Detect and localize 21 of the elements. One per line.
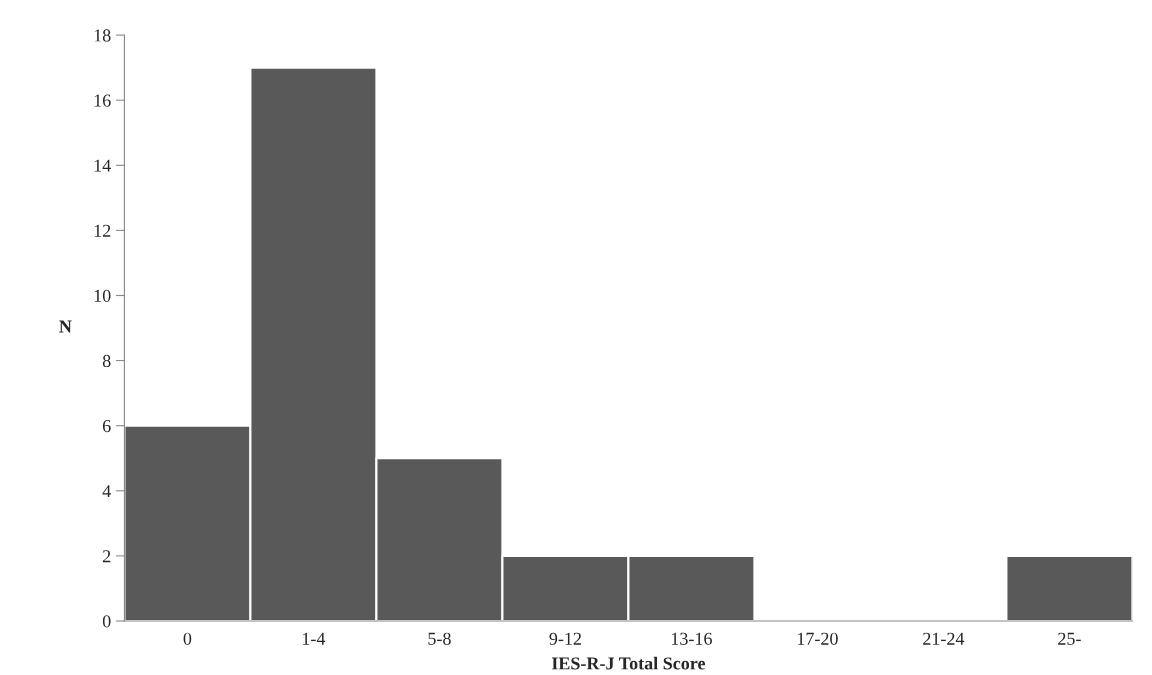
y-tick-label: 0 — [102, 615, 111, 628]
bar — [1005, 554, 1133, 621]
y-tick-label: 18 — [94, 29, 111, 42]
x-axis-title: IES-R-J Total Score — [551, 656, 706, 670]
x-tick-label: 13-16 — [671, 632, 712, 645]
y-tick-label: 2 — [102, 550, 111, 563]
y-tick-label: 16 — [94, 94, 111, 107]
y-tick-label: 4 — [102, 485, 111, 498]
x-tick-label: 25- — [1058, 632, 1081, 645]
y-tick-label: 10 — [94, 289, 111, 302]
x-tick-label: 21-24 — [923, 632, 965, 645]
y-tick-label: 14 — [94, 159, 111, 172]
x-tick-label: 5-8 — [428, 632, 451, 645]
y-axis-title: N — [59, 320, 72, 333]
x-tick-label: 9-12 — [549, 632, 581, 645]
y-tick-label: 12 — [94, 224, 111, 237]
x-tick-label: 0 — [183, 632, 192, 645]
y-tick-label: 6 — [102, 420, 111, 433]
x-tick-label: 1-4 — [302, 632, 326, 645]
y-tick-label: 8 — [102, 354, 111, 368]
x-tick-label: 17-20 — [797, 632, 838, 645]
